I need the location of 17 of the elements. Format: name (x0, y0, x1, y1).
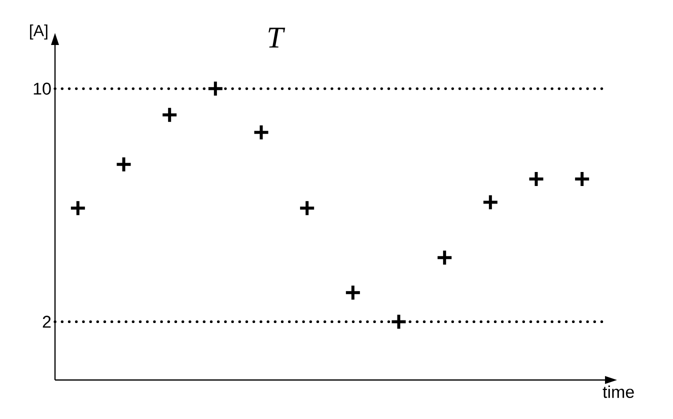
point (252, 124, 270, 141)
point (161, 106, 178, 124)
chart-title: T (268, 28, 286, 48)
x-axis-title: time (602, 386, 634, 398)
point (436, 249, 454, 266)
point (574, 170, 591, 188)
point (69, 200, 86, 217)
point (344, 284, 362, 302)
point (390, 313, 408, 330)
y-tick-label: 2 (42, 316, 51, 328)
y-tick-label: 10 (34, 82, 51, 95)
point (115, 156, 132, 173)
point (528, 170, 545, 188)
point (298, 200, 316, 217)
point (482, 194, 499, 211)
point (206, 80, 224, 98)
y-axis-title: [A] (30, 24, 48, 40)
